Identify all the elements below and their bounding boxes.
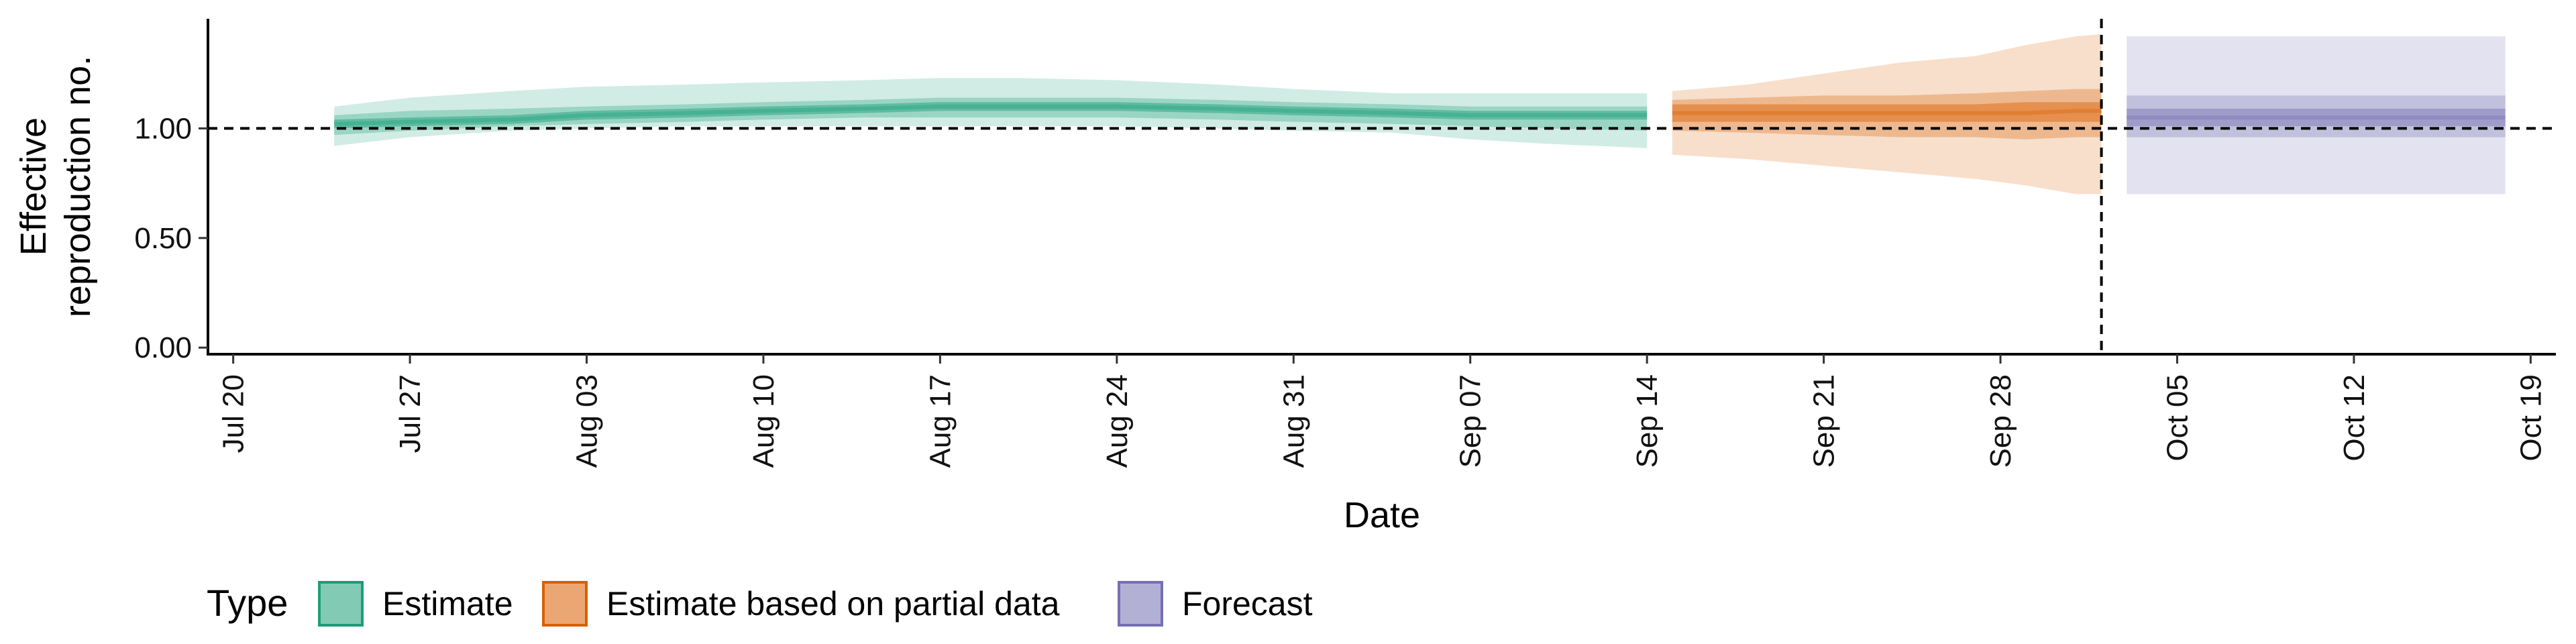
y-axis-title-line: reproduction no.: [58, 56, 98, 317]
x-tick-label: Aug 03: [571, 374, 604, 468]
legend-label-estimate-based-on-partial-data: Estimate based on partial data: [606, 585, 1060, 623]
forecast-outer-band: [2127, 36, 2506, 195]
legend-title: Type: [207, 582, 288, 624]
x-tick-label: Oct 05: [2161, 374, 2194, 462]
forecast-inner-band: [2127, 109, 2506, 127]
legend-key-estimate-based-on-partial-data: [542, 581, 588, 627]
y-axis-title-line: Effective: [13, 117, 54, 256]
x-tick-label: Aug 31: [1277, 374, 1310, 468]
x-tick-label: Aug 24: [1101, 374, 1134, 468]
y-tick-label: 1.00: [134, 112, 192, 145]
x-tick-label: Aug 17: [924, 374, 957, 468]
bands-layer: [334, 34, 2506, 195]
x-tick-label: Oct 19: [2514, 374, 2547, 462]
series-estimate: [334, 78, 1648, 148]
x-tick-label: Sep 14: [1631, 374, 1664, 468]
estimate-based-on-partial-data-mid-band: [1672, 89, 2102, 140]
tick-labels: 0.00 0.50 1.00 Jul 20 Jul 27 Aug 03 Aug 10 Aug …: [134, 112, 2547, 468]
y-tick-label: 0.50: [134, 222, 192, 255]
x-tick-label: Oct 12: [2338, 374, 2371, 462]
legend: Type Estimate Estimate based on partial da…: [207, 581, 1313, 627]
x-tick-label: Sep 28: [1984, 374, 2017, 468]
y-axis-title: Effective reproduction no.: [13, 56, 98, 317]
legend-label-estimate: Estimate: [382, 585, 513, 623]
estimate-based-on-partial-data-inner-band: [1672, 102, 2102, 122]
x-tick-label: Aug 10: [747, 374, 780, 468]
reference-lines: [208, 19, 2556, 354]
series-estimate-based-on-partial-data: [1672, 34, 2102, 195]
y-tick-label: 0.00: [134, 331, 192, 364]
legend-key-forecast: [1118, 581, 1163, 627]
estimate-inner-band: [334, 102, 1648, 129]
estimate-based-on-partial-data-outer-band: [1672, 34, 2102, 195]
estimate-mid-band: [334, 97, 1648, 136]
x-tick-label: Sep 07: [1454, 374, 1487, 468]
x-tick-label: Jul 27: [394, 374, 427, 453]
series-forecast: [2127, 36, 2506, 195]
forecast-mid-band: [2127, 95, 2506, 138]
x-axis-title: Date: [1344, 495, 1420, 535]
x-tick-label: Jul 20: [217, 374, 250, 453]
axes: [199, 19, 2556, 364]
estimate-median-line: [334, 104, 1648, 126]
x-tick-label: Sep 21: [1808, 374, 1841, 468]
estimate-outer-band: [334, 78, 1648, 148]
legend-label-forecast: Forecast: [1182, 585, 1313, 623]
legend-key-estimate: [318, 581, 364, 627]
estimate-based-on-partial-data-median-line: [1672, 109, 2102, 115]
